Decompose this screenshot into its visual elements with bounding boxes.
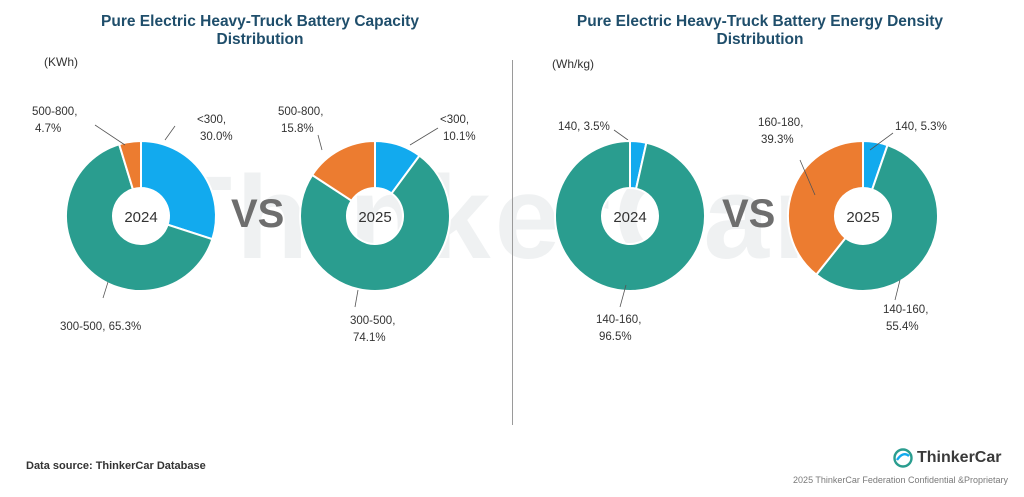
vs-label-capacity: VS xyxy=(231,192,285,236)
vs-label-energy-density: VS xyxy=(722,192,776,236)
slice-label-1-2: 500-800, xyxy=(278,106,323,118)
watermark: ThinkerCar xyxy=(160,152,823,284)
donut-center-label-3: 2025 xyxy=(846,209,879,226)
slice-label-2-0: 140, 3.5% xyxy=(558,121,610,133)
logo-text: ThinkerCar xyxy=(917,449,1002,466)
slice-label-1-0: <300, xyxy=(440,114,469,126)
donut-slice-3-1 xyxy=(814,143,939,292)
logo-icon xyxy=(893,448,913,468)
donut-center-label-0: 2024 xyxy=(124,209,157,226)
leader-line-3-0 xyxy=(869,132,894,151)
slice-label-0-0: <300, xyxy=(197,114,226,126)
leader-line-1-0 xyxy=(409,127,439,146)
donut-center-label-2: 2024 xyxy=(613,209,646,226)
donut-center-label-1: 2025 xyxy=(358,209,391,226)
chart-title-energy-density: Pure Electric Heavy-Truck Battery Energy… xyxy=(576,13,944,48)
donut-slice-3-2 xyxy=(787,139,864,277)
unit-label-energy-density: (Wh/kg) xyxy=(552,57,594,71)
leader-line-3-1 xyxy=(894,279,901,301)
slice-label-3-1: 140-160, xyxy=(883,304,928,316)
slice-label-0-2: 500-800, xyxy=(32,106,77,118)
leader-line-2-1 xyxy=(619,284,627,308)
slice-label-2-1: 140-160, xyxy=(596,314,641,326)
slice-pct-0-0: 30.0% xyxy=(200,131,233,143)
slice-label-3-2: 160-180, xyxy=(758,117,803,129)
donut-slice-0-1 xyxy=(65,142,214,292)
slice-pct-1-2: 15.8% xyxy=(281,123,314,135)
leader-line-0-2 xyxy=(94,124,126,146)
donut-slice-0-2 xyxy=(117,139,142,191)
leader-line-3-2 xyxy=(799,159,816,196)
slice-label-0-1: 300-500, 65.3% xyxy=(60,321,141,333)
slice-pct-1-1: 74.1% xyxy=(353,332,386,344)
slice-pct-2-1: 96.5% xyxy=(599,331,632,343)
copyright: 2025 ThinkerCar Federation Confidential … xyxy=(793,475,1008,485)
donut-slice-2-1 xyxy=(554,139,706,292)
brand-logo: ThinkerCar xyxy=(893,447,1001,469)
leader-line-2-0 xyxy=(613,129,629,141)
leader-line-1-1 xyxy=(354,289,359,308)
divider xyxy=(512,60,513,425)
leader-line-0-1 xyxy=(102,281,109,299)
slice-pct-0-2: 4.7% xyxy=(35,123,61,135)
leader-line-1-2 xyxy=(317,134,323,151)
leader-line-0-0 xyxy=(164,125,176,141)
donut-slice-1-2 xyxy=(310,139,376,203)
slice-pct-3-1: 55.4% xyxy=(886,321,919,333)
slice-label-3-0: 140, 5.3% xyxy=(895,121,947,133)
slice-pct-3-2: 39.3% xyxy=(761,134,794,146)
unit-label-capacity: (KWh) xyxy=(44,55,78,69)
chart-title-capacity: Pure Electric Heavy-Truck Battery Capaci… xyxy=(101,13,419,48)
data-source: Data source: ThinkerCar Database xyxy=(26,460,206,472)
slice-pct-1-0: 10.1% xyxy=(443,131,476,143)
donut-slice-1-1 xyxy=(299,154,451,292)
donut-slice-0-0 xyxy=(140,139,217,241)
slice-label-1-1: 300-500, xyxy=(350,315,395,327)
